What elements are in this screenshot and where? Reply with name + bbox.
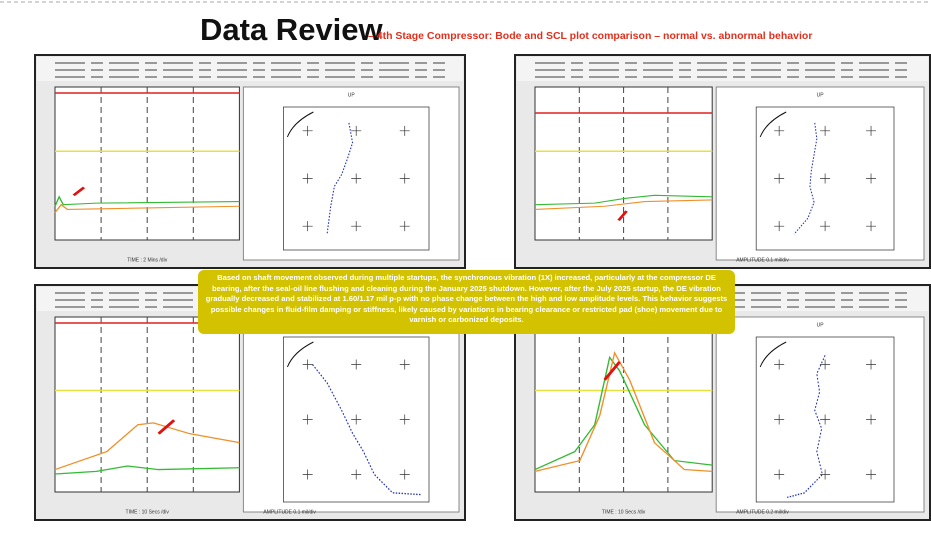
polar-cross — [774, 173, 785, 184]
trend-green — [534, 194, 713, 206]
polar-cross — [820, 221, 831, 232]
polar-cross — [820, 125, 831, 136]
annotation: Based on shaft movement observed during … — [198, 270, 735, 334]
red-arrow — [617, 210, 628, 222]
polar-cross — [302, 414, 313, 425]
red-arrow — [72, 186, 86, 197]
polar-cross — [866, 125, 877, 136]
polar-top: UP — [348, 92, 356, 98]
polar-curve — [312, 364, 422, 496]
plot-panel: UP AMPLITUDE 0.1 mil/div — [514, 54, 931, 269]
trend-green — [54, 195, 240, 207]
polar-cross — [774, 221, 785, 232]
polar-cross — [351, 469, 362, 480]
polar-cross — [399, 469, 410, 480]
polar-area — [242, 316, 460, 513]
polar-x-label: AMPLITUDE 0.1 mil/div — [263, 509, 316, 515]
bode-curves — [534, 194, 713, 222]
plot-panel: TIME : 2 Mins /div UP — [34, 54, 466, 269]
bode-x-label: TIME : 10 Secs /div — [126, 509, 170, 515]
polar-cross — [774, 414, 785, 425]
polar-cross — [351, 125, 362, 136]
trend-green — [534, 355, 713, 471]
rotation-arrow — [759, 341, 787, 368]
polar-grid — [755, 106, 895, 251]
polar-cross — [302, 125, 313, 136]
trend-orange — [534, 351, 713, 472]
polar-curve — [787, 354, 826, 499]
polar-area — [715, 316, 925, 513]
polar-cross — [351, 173, 362, 184]
polar-cross — [351, 221, 362, 232]
polar-cross — [866, 414, 877, 425]
polar-cross — [774, 469, 785, 480]
polar-x-label: AMPLITUDE 0.1 mil/div — [736, 257, 789, 263]
polar-area — [715, 86, 925, 261]
polar-area — [242, 86, 460, 261]
polar-curve — [326, 122, 354, 235]
polar-trace — [312, 364, 422, 496]
trend-green — [54, 465, 240, 475]
polar-grid — [282, 106, 430, 251]
polar-cross — [820, 414, 831, 425]
polar-cross — [302, 221, 313, 232]
rotation-arrow — [759, 111, 787, 138]
polar-trace — [793, 122, 818, 235]
polar-cross — [399, 359, 410, 370]
polar-cross — [399, 173, 410, 184]
polar-cross — [399, 221, 410, 232]
polar-top: UP — [817, 92, 825, 98]
polar-cross — [774, 125, 785, 136]
red-arrow — [157, 419, 176, 435]
polar-trace — [787, 354, 826, 499]
bode-area — [534, 316, 713, 493]
rotation-arrow — [286, 111, 314, 138]
bode-x-label: TIME : 10 Secs /div — [602, 509, 646, 515]
rotation-arrow — [286, 341, 314, 368]
title: Data Review — [200, 12, 384, 47]
polar-top: UP — [817, 322, 825, 328]
polar-cross — [866, 173, 877, 184]
polar-cross — [774, 359, 785, 370]
red-arrow — [603, 361, 621, 381]
polar-grid — [755, 336, 895, 503]
subtitle: – 4th Stage Compressor: Bode and SCL plo… — [368, 30, 812, 42]
polar-cross — [820, 359, 831, 370]
polar-cross — [399, 125, 410, 136]
polar-x-label: AMPLITUDE 0.2 mil/div — [736, 509, 789, 515]
polar-cross — [866, 469, 877, 480]
polar-cross — [302, 359, 313, 370]
polar-cross — [866, 359, 877, 370]
polar-cross — [820, 173, 831, 184]
trend-orange — [54, 203, 240, 213]
bode-x-label: TIME : 2 Mins /div — [127, 257, 168, 263]
polar-cross — [351, 359, 362, 370]
trend-orange — [54, 422, 240, 471]
polar-cross — [866, 221, 877, 232]
polar-cross — [302, 469, 313, 480]
trend-orange — [534, 199, 713, 210]
bode-curves — [54, 419, 240, 475]
bode-area — [54, 316, 240, 493]
polar-cross — [351, 414, 362, 425]
bode-curves — [54, 186, 240, 213]
bode-curves — [534, 351, 713, 472]
polar-curve — [793, 122, 818, 235]
polar-grid — [282, 336, 430, 503]
polar-cross — [399, 414, 410, 425]
polar-cross — [302, 173, 313, 184]
polar-trace — [326, 122, 354, 235]
